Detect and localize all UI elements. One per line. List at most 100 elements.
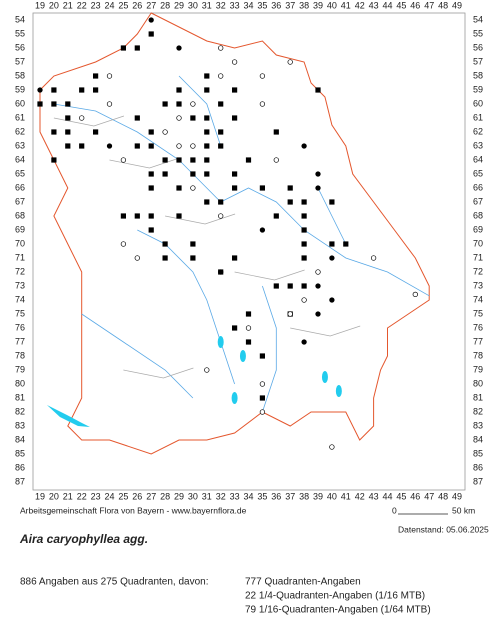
- marker-open: [259, 409, 266, 415]
- y-label: 63: [15, 140, 25, 150]
- marker-dot: [329, 255, 335, 261]
- marker-square: [162, 241, 168, 247]
- x-label: 32: [216, 491, 226, 501]
- y-label: 61: [15, 112, 25, 122]
- y-label: 64: [15, 154, 25, 164]
- x-label: 49: [452, 0, 462, 10]
- x-label: 33: [230, 0, 240, 10]
- marker-square: [176, 213, 182, 219]
- marker-square: [190, 157, 196, 163]
- y-label: 70: [15, 238, 25, 248]
- state-border: [39, 12, 430, 455]
- district-line: [53, 115, 125, 127]
- summary-line: 22 1/4-Quadranten-Angaben (1/16 MTB): [245, 591, 425, 602]
- lake: [335, 385, 342, 397]
- marker-square: [190, 255, 196, 261]
- marker-square: [65, 101, 71, 107]
- x-label: 20: [49, 491, 59, 501]
- y-label: 76: [15, 322, 25, 332]
- x-label: 25: [118, 491, 128, 501]
- y-label: 62: [473, 126, 483, 136]
- marker-open: [162, 129, 168, 135]
- marker-square: [218, 101, 224, 107]
- marker-square: [204, 87, 210, 93]
- y-label: 72: [15, 266, 25, 276]
- y-label: 77: [15, 336, 25, 346]
- y-label: 65: [15, 168, 25, 178]
- y-label: 69: [15, 224, 25, 234]
- y-label: 69: [473, 224, 483, 234]
- marker-dot: [329, 297, 335, 303]
- marker-open: [315, 269, 321, 275]
- y-label: 74: [473, 294, 483, 304]
- marker-square: [204, 143, 210, 149]
- marker-open: [412, 291, 418, 298]
- marker-open: [218, 73, 224, 79]
- x-label: 43: [369, 491, 379, 501]
- x-label: 34: [243, 491, 253, 501]
- x-label: 31: [202, 0, 212, 10]
- credit: Arbeitsgemeinschaft Flora von Bayern - w…: [20, 505, 247, 515]
- district-line: [290, 325, 361, 337]
- y-label: 68: [15, 210, 25, 220]
- marker-open: [370, 255, 377, 261]
- river: [137, 229, 235, 385]
- marker-square: [315, 87, 321, 93]
- marker-open: [190, 101, 196, 107]
- x-label: 19: [35, 0, 45, 10]
- marker-open: [176, 143, 182, 149]
- district-line: [109, 157, 180, 169]
- y-label: 85: [473, 448, 483, 458]
- marker-square: [190, 115, 196, 121]
- x-label: 37: [285, 0, 295, 10]
- marker-open: [231, 59, 238, 65]
- marker-square: [51, 101, 57, 107]
- marker-open: [287, 311, 293, 317]
- marker-dot: [315, 171, 321, 177]
- x-label: 37: [285, 491, 295, 501]
- marker-square: [301, 283, 307, 289]
- marker-open: [259, 381, 266, 387]
- x-label: 30: [188, 0, 198, 10]
- x-label: 46: [410, 491, 420, 501]
- marker-square: [37, 101, 43, 107]
- marker-square: [232, 325, 238, 331]
- x-label: 22: [77, 0, 87, 10]
- lake: [46, 405, 90, 427]
- x-label: 24: [104, 491, 114, 501]
- x-label: 48: [438, 0, 448, 10]
- marker-square: [79, 143, 85, 149]
- y-label: 55: [473, 28, 483, 38]
- summary-total: 886 Angaben aus 275 Quadranten, davon:: [20, 577, 209, 588]
- x-label: 44: [382, 491, 392, 501]
- marker-square: [287, 185, 293, 191]
- marker-dot: [315, 283, 321, 289]
- marker-square: [120, 213, 126, 219]
- x-label: 29: [174, 0, 184, 10]
- y-label: 87: [15, 476, 25, 486]
- scale-end: 50 km: [452, 505, 475, 515]
- x-label: 34: [243, 0, 253, 10]
- marker-square: [218, 199, 224, 205]
- x-label: 45: [396, 491, 406, 501]
- x-label: 20: [49, 0, 59, 10]
- marker-square: [232, 87, 238, 93]
- marker-square: [204, 171, 210, 177]
- marker-square: [93, 129, 99, 135]
- lake: [239, 350, 246, 362]
- y-label: 60: [473, 98, 483, 108]
- x-label: 39: [313, 491, 323, 501]
- x-label: 38: [299, 0, 309, 10]
- x-label: 43: [369, 0, 379, 10]
- x-label: 31: [202, 491, 212, 501]
- marker-square: [232, 115, 238, 121]
- y-label: 87: [473, 476, 483, 486]
- y-label: 58: [15, 70, 25, 80]
- marker-dot: [315, 311, 321, 317]
- marker-square: [259, 185, 265, 191]
- marker-open: [204, 367, 210, 373]
- marker-square: [204, 73, 210, 79]
- marker-open: [120, 157, 127, 163]
- marker-square: [93, 87, 99, 93]
